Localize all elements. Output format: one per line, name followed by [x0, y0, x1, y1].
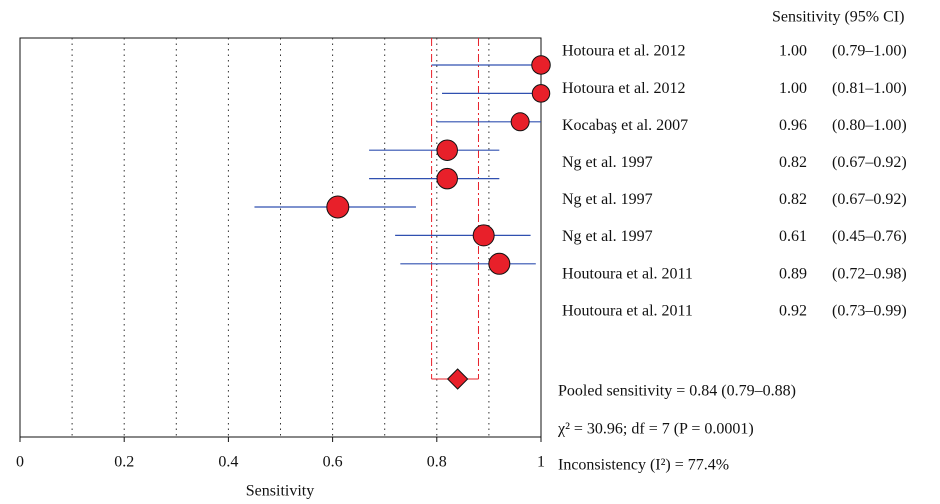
- x-tick-label: 1: [537, 454, 545, 471]
- x-tick-label: 0.6: [323, 454, 343, 471]
- estimate-label: 0.82: [779, 191, 807, 208]
- ci-label: (0.79–1.00): [832, 43, 907, 60]
- study-marker: [510, 112, 530, 132]
- estimate-label: 0.89: [779, 265, 807, 282]
- study-label: Ng et al. 1997: [562, 228, 653, 245]
- ci-label: (0.67–0.92): [832, 191, 907, 208]
- estimate-label: 0.96: [779, 117, 807, 134]
- study-marker: [488, 252, 511, 275]
- study-marker: [472, 224, 495, 247]
- x-tick-label: 0.2: [114, 454, 134, 471]
- study-label: Ng et al. 1997: [562, 154, 653, 171]
- ci-label: (0.45–0.76): [832, 228, 907, 245]
- study-marker: [531, 55, 551, 75]
- estimate-label: 0.92: [779, 302, 807, 319]
- study-marker: [326, 195, 350, 219]
- study-label: Ng et al. 1997: [562, 191, 653, 208]
- study-label: Hotoura et al. 2012: [562, 43, 686, 60]
- study-marker: [436, 167, 458, 190]
- estimate-label: 1.00: [779, 43, 807, 60]
- annotation: Pooled sensitivity = 0.84 (0.79–0.88): [558, 383, 796, 400]
- estimate-label: 1.00: [779, 80, 807, 97]
- estimate-label: 0.61: [779, 228, 807, 245]
- x-axis-label: Sensitivity: [246, 483, 314, 500]
- column-header: Sensitivity (95% CI): [772, 9, 904, 26]
- study-label: Houtoura et al. 2011: [562, 302, 693, 319]
- study-label: Hotoura et al. 2012: [562, 80, 686, 97]
- ci-label: (0.73–0.99): [832, 302, 907, 319]
- annotation: Inconsistency (I²) = 77.4%: [558, 457, 729, 474]
- estimate-label: 0.82: [779, 154, 807, 171]
- pooled-diamond: [446, 368, 469, 390]
- x-tick-label: 0.8: [427, 454, 447, 471]
- ci-label: (0.72–0.98): [832, 265, 907, 282]
- study-marker: [436, 139, 458, 161]
- study-label: Houtoura et al. 2011: [562, 265, 693, 282]
- x-tick-label: 0.4: [218, 454, 238, 471]
- x-tick-label: 0: [16, 454, 24, 471]
- ci-label: (0.80–1.00): [832, 117, 907, 134]
- annotation: χ² = 30.96; df = 7 (P = 0.0001): [557, 421, 754, 438]
- ci-label: (0.67–0.92): [832, 154, 907, 171]
- ci-label: (0.81–1.00): [832, 80, 907, 97]
- study-label: Kocabaş et al. 2007: [562, 117, 688, 134]
- study-marker: [531, 84, 551, 103]
